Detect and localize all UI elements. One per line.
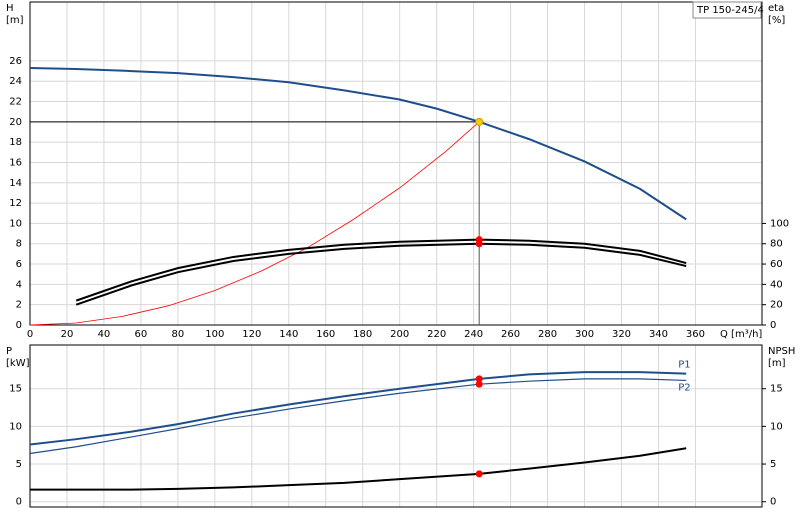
y-tick-label: 26 (9, 56, 22, 67)
y-tick-label: 16 (9, 157, 22, 168)
x-tick-label: 360 (686, 329, 705, 340)
y-axis-label: [kW] (6, 358, 30, 369)
operating-dot (475, 375, 483, 383)
x-tick-label: 240 (464, 329, 483, 340)
y-tick-label: 18 (9, 137, 22, 148)
curve (29, 378, 687, 455)
y-tick-label: 15 (9, 384, 22, 395)
y-tick-label: 0 (16, 320, 22, 331)
y-tick-label: 8 (16, 239, 22, 250)
x-tick-label: 140 (279, 329, 298, 340)
y-axis-label: [m] (6, 15, 24, 26)
y2-tick-label: 0 (770, 497, 776, 508)
x-tick-label: 320 (612, 329, 631, 340)
y-tick-label: 0 (16, 497, 22, 508)
y2-axis-label: eta (768, 3, 784, 14)
x-tick-label: 160 (316, 329, 335, 340)
y2-tick-label: 5 (770, 459, 776, 470)
y-tick-label: 10 (9, 218, 22, 229)
y2-tick-label: 15 (770, 384, 783, 395)
duty-point (475, 117, 484, 126)
x-tick-label: 300 (575, 329, 594, 340)
x-tick-label: 100 (205, 329, 224, 340)
x-tick-label: 60 (135, 329, 148, 340)
title-box (692, 1, 762, 19)
y2-tick-label: 10 (770, 421, 783, 432)
x-axis-label: Q [m³/h] (720, 329, 762, 340)
x-tick-label: 260 (501, 329, 520, 340)
plot-frame (29, 1, 763, 326)
y2-tick-label: 80 (770, 239, 783, 250)
curve (75, 238, 687, 302)
y-tick-label: 12 (9, 198, 22, 209)
x-tick-label: 200 (390, 329, 409, 340)
series-label: P1 (678, 360, 690, 371)
x-tick-label: 0 (27, 329, 33, 340)
chart-title: TP 150-245/4 (696, 5, 764, 16)
x-tick-label: 340 (649, 329, 668, 340)
y2-axis-label: NPSH (768, 346, 795, 357)
x-tick-label: 180 (353, 329, 372, 340)
operating-dot (475, 240, 483, 248)
curve (29, 371, 687, 446)
y2-axis-label: [m] (768, 358, 786, 369)
y-tick-label: 14 (9, 178, 22, 189)
operating-dot (475, 380, 483, 388)
y-tick-label: 4 (16, 279, 22, 290)
operating-dot (475, 470, 483, 478)
y-axis-label: H (6, 3, 14, 14)
x-tick-label: 40 (98, 329, 111, 340)
x-tick-label: 20 (61, 329, 74, 340)
y-axis-label: P (6, 346, 12, 357)
x-tick-label: 80 (172, 329, 185, 340)
y-tick-label: 2 (16, 300, 22, 311)
curve (29, 121, 480, 326)
y2-tick-label: 40 (770, 279, 783, 290)
y-tick-label: 5 (16, 459, 22, 470)
x-tick-label: 220 (427, 329, 446, 340)
curve (29, 67, 687, 221)
x-tick-label: 120 (242, 329, 261, 340)
y2-tick-label: 100 (770, 218, 789, 229)
x-tick-label: 280 (538, 329, 557, 340)
y2-tick-label: 20 (770, 300, 783, 311)
plot-frame (29, 344, 763, 508)
y-tick-label: 24 (9, 76, 22, 87)
y-tick-label: 6 (16, 259, 22, 270)
curve (30, 447, 687, 491)
y-tick-label: 10 (9, 421, 22, 432)
series-label: P2 (678, 382, 690, 393)
y-tick-label: 20 (9, 117, 22, 128)
y2-tick-label: 0 (770, 320, 776, 331)
y2-tick-label: 60 (770, 259, 783, 270)
y2-axis-label: [%] (768, 15, 785, 26)
y-tick-label: 22 (9, 97, 22, 108)
curve (75, 242, 687, 306)
